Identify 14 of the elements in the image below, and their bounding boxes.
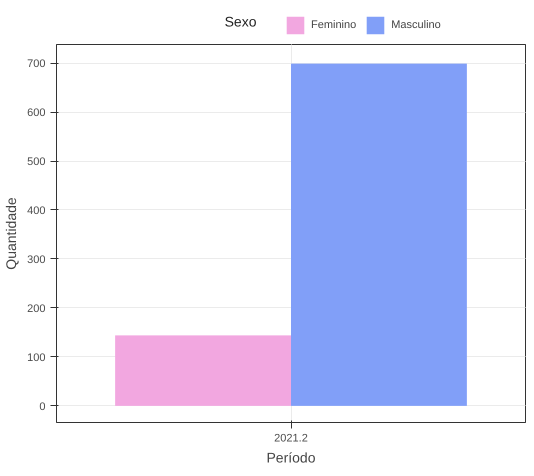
y-tick-label: 500 [27,156,46,168]
y-tick-label: 0 [39,400,46,413]
x-tick-label: 2021.2 [274,432,308,444]
y-tick-label: 300 [27,254,46,266]
y-tick-label: 100 [27,352,46,364]
legend-label: Masculino [391,19,441,31]
y-tick-label: 700 [27,58,46,70]
y-tick-label: 400 [27,204,46,217]
legend-title: Sexo [224,14,257,30]
legend-label: Feminino [311,19,356,31]
y-tick-label: 600 [27,107,46,120]
y-axis-title: Quantidade [3,197,20,270]
y-tick-label: 200 [27,302,46,315]
x-axis-title: Período [266,450,316,466]
